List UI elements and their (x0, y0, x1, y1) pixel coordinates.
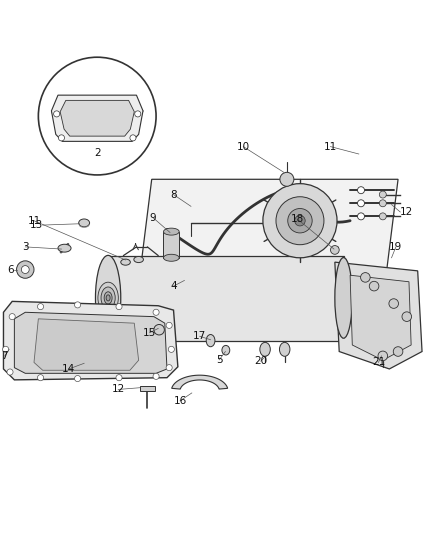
Text: 9: 9 (150, 213, 156, 223)
Text: 19: 19 (389, 242, 403, 252)
Circle shape (379, 191, 386, 198)
Circle shape (357, 187, 364, 193)
Circle shape (280, 172, 294, 186)
Ellipse shape (79, 219, 90, 227)
Circle shape (379, 213, 386, 220)
Ellipse shape (58, 244, 71, 252)
Ellipse shape (206, 335, 215, 347)
Circle shape (130, 135, 136, 141)
Text: 13: 13 (29, 220, 43, 230)
Circle shape (389, 299, 399, 309)
Circle shape (276, 197, 324, 245)
Circle shape (7, 369, 13, 375)
Polygon shape (140, 385, 155, 391)
Ellipse shape (163, 254, 179, 261)
Circle shape (116, 375, 122, 381)
Polygon shape (350, 275, 411, 360)
Text: 7: 7 (1, 351, 8, 361)
Text: 12: 12 (112, 384, 125, 394)
Circle shape (263, 184, 337, 258)
Ellipse shape (121, 259, 131, 265)
Circle shape (21, 265, 29, 273)
Circle shape (357, 213, 364, 220)
Polygon shape (14, 312, 167, 373)
Text: 20: 20 (254, 356, 267, 366)
Ellipse shape (98, 282, 118, 313)
Text: 11: 11 (324, 142, 337, 151)
Circle shape (393, 347, 403, 357)
Ellipse shape (104, 292, 112, 304)
Polygon shape (139, 179, 398, 284)
Polygon shape (163, 232, 179, 258)
Text: 4: 4 (170, 281, 177, 291)
Ellipse shape (106, 295, 110, 301)
Circle shape (166, 365, 172, 371)
Circle shape (3, 346, 9, 352)
Polygon shape (51, 95, 143, 141)
Circle shape (116, 304, 122, 310)
Text: 21: 21 (372, 358, 385, 367)
Text: 12: 12 (400, 207, 413, 217)
Circle shape (331, 246, 339, 254)
Circle shape (360, 272, 370, 282)
Polygon shape (335, 262, 422, 369)
Circle shape (74, 302, 81, 308)
Polygon shape (34, 319, 139, 370)
Circle shape (369, 281, 379, 291)
Circle shape (17, 261, 34, 278)
Ellipse shape (163, 228, 179, 235)
Ellipse shape (222, 345, 230, 355)
Ellipse shape (134, 256, 143, 263)
Circle shape (379, 200, 386, 207)
Circle shape (135, 111, 141, 117)
Text: 15: 15 (143, 328, 156, 338)
Text: 14: 14 (62, 364, 75, 374)
Circle shape (153, 373, 159, 379)
Circle shape (168, 346, 174, 352)
Circle shape (74, 376, 81, 382)
Ellipse shape (260, 342, 270, 357)
Circle shape (166, 322, 172, 328)
Text: 8: 8 (170, 190, 177, 199)
Circle shape (9, 313, 15, 320)
Circle shape (357, 200, 364, 207)
Ellipse shape (335, 257, 352, 338)
Text: 18: 18 (291, 214, 304, 224)
Circle shape (288, 208, 312, 233)
Text: 16: 16 (173, 396, 187, 406)
Ellipse shape (101, 287, 115, 309)
Circle shape (153, 309, 159, 316)
Polygon shape (172, 375, 228, 389)
Polygon shape (4, 301, 178, 380)
Ellipse shape (95, 255, 121, 341)
Circle shape (38, 375, 44, 381)
Ellipse shape (279, 342, 290, 357)
Text: 3: 3 (22, 242, 28, 252)
Text: 10: 10 (237, 142, 250, 151)
Text: 17: 17 (193, 332, 206, 341)
Polygon shape (60, 100, 134, 136)
Text: 5: 5 (216, 355, 223, 365)
Circle shape (154, 325, 164, 335)
Circle shape (295, 215, 305, 226)
Circle shape (58, 135, 64, 141)
Text: 2: 2 (94, 148, 101, 158)
Circle shape (38, 304, 44, 310)
Circle shape (53, 111, 60, 117)
Text: 11: 11 (27, 216, 41, 225)
Circle shape (378, 351, 388, 361)
Text: 6: 6 (8, 264, 14, 274)
Polygon shape (108, 256, 343, 341)
Circle shape (402, 312, 412, 321)
